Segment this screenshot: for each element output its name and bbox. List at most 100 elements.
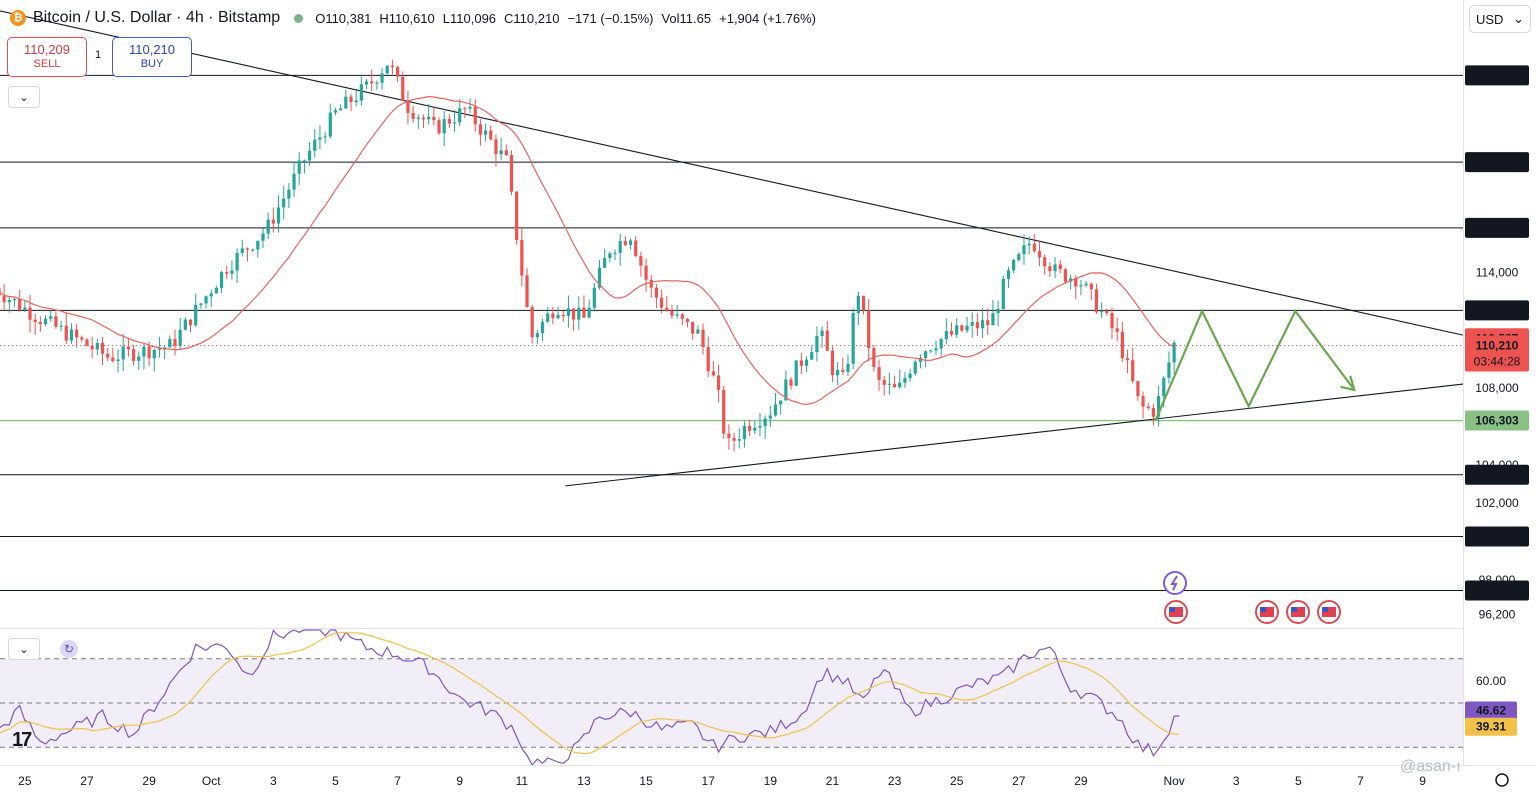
- candle-body: [691, 321, 695, 334]
- candle-body: [654, 287, 659, 298]
- buy-price: 110,210: [128, 42, 176, 57]
- candle-body: [732, 438, 736, 441]
- candle-body: [965, 325, 969, 331]
- level-price-label-bg: [1465, 300, 1529, 321]
- candle-body: [90, 345, 94, 350]
- candle-body: [230, 270, 234, 274]
- candle-body: [1125, 358, 1130, 361]
- rsi-tick-label: 60.00: [1476, 674, 1506, 688]
- candle-body: [830, 350, 835, 376]
- candle-body: [1053, 264, 1057, 272]
- candle-body: [1001, 278, 1005, 310]
- buy-label: BUY: [140, 58, 164, 70]
- candle-body: [318, 137, 322, 140]
- candle-body: [38, 321, 42, 325]
- candle-body: [960, 325, 964, 331]
- refresh-icon[interactable]: ↻: [60, 640, 78, 658]
- last-price-label: 110,210: [1476, 338, 1519, 352]
- candle-body: [540, 321, 545, 334]
- tradingview-logo[interactable]: 17: [12, 729, 32, 751]
- candle-body: [432, 116, 436, 121]
- candle-body: [131, 349, 136, 361]
- ohlc-value: 110,210: [513, 10, 560, 26]
- candle-body: [18, 299, 22, 310]
- candle-body: [1136, 381, 1140, 397]
- candle-body: [240, 248, 244, 253]
- candle-body: [520, 240, 524, 276]
- order-quantity[interactable]: 1: [95, 49, 102, 61]
- candle-body: [458, 108, 462, 123]
- y-tick-label: 108,000: [1475, 381, 1519, 395]
- candle-body: [903, 378, 907, 383]
- candle-body: [245, 248, 250, 250]
- candle-body: [214, 287, 219, 294]
- candle-body: [463, 108, 467, 110]
- y-tick-label: 96,200: [1479, 608, 1516, 622]
- candle-body: [80, 337, 84, 340]
- candle-body: [628, 240, 633, 246]
- candle-body: [307, 150, 312, 161]
- candle-body: [597, 267, 602, 288]
- candle-body: [675, 314, 679, 316]
- y-tick-label: 102,000: [1475, 496, 1519, 510]
- gear-icon: [1495, 773, 1509, 787]
- candle-body: [1006, 270, 1011, 279]
- candle-body: [939, 338, 943, 349]
- candle-body: [137, 356, 141, 361]
- candle-body: [742, 425, 747, 440]
- candle-body: [1167, 362, 1171, 378]
- candle-body: [898, 382, 902, 388]
- candle-body: [566, 308, 571, 316]
- candle-body: [716, 375, 721, 390]
- us-flag-icon: [1286, 600, 1310, 624]
- candle-body: [665, 307, 669, 311]
- currency-select[interactable]: USD ⌄: [1469, 5, 1531, 33]
- sell-button[interactable]: 110,209 SELL: [7, 37, 87, 77]
- moving-average-line: [0, 95, 1175, 406]
- candle-body: [183, 319, 187, 330]
- candle-body: [577, 307, 581, 320]
- chevron-down-icon: ⌄: [19, 91, 29, 104]
- candle-body: [644, 265, 648, 280]
- lightning-icon: [1163, 571, 1187, 595]
- candle-body: [929, 350, 933, 352]
- rsi-ma-value-tag: [1465, 717, 1517, 736]
- x-tick-label: 19: [764, 774, 778, 788]
- candle-body: [887, 383, 892, 385]
- collapse-indicators-button[interactable]: ⌄: [8, 86, 40, 108]
- candle-body: [1094, 289, 1099, 313]
- candle-body: [126, 346, 130, 350]
- candle-body: [328, 112, 332, 137]
- symbol-title[interactable]: Bitcoin / U.S. Dollar · 4h · Bitstamp: [33, 9, 281, 26]
- candle-body: [779, 400, 783, 405]
- candle-body: [1100, 311, 1104, 313]
- x-tick-label: 5: [1295, 774, 1302, 788]
- candle-body: [711, 371, 715, 376]
- candle-body: [748, 425, 752, 431]
- candle-body: [660, 297, 664, 308]
- ohlc-item: +1,904 (+1.76%): [719, 11, 816, 26]
- x-tick-label: Nov: [1163, 774, 1184, 788]
- collapse-rsi-button[interactable]: ⌄: [8, 638, 40, 660]
- level-price-label: 124,276: [1475, 68, 1519, 82]
- y-tick-label: 114,000: [1476, 266, 1519, 280]
- candle-body: [1063, 269, 1068, 282]
- candle-body: [427, 116, 431, 120]
- rsi-ma-line: [0, 631, 1180, 755]
- ohlc-value: 110,096: [450, 10, 497, 26]
- buy-button[interactable]: 110,210 BUY: [112, 37, 192, 77]
- candle-body: [680, 314, 684, 319]
- candle-body: [970, 321, 974, 326]
- candle-body: [991, 313, 995, 326]
- candle-body: [199, 303, 203, 305]
- candle-body: [401, 76, 405, 101]
- candle-body: [789, 379, 793, 386]
- rsi-value-tag: [1465, 701, 1517, 720]
- candle-body: [421, 117, 426, 120]
- candle-body: [670, 310, 674, 316]
- candle-body: [54, 316, 58, 327]
- ohlc-item: H110,610: [379, 11, 434, 26]
- candle-body: [64, 325, 68, 341]
- candle-body: [794, 360, 798, 386]
